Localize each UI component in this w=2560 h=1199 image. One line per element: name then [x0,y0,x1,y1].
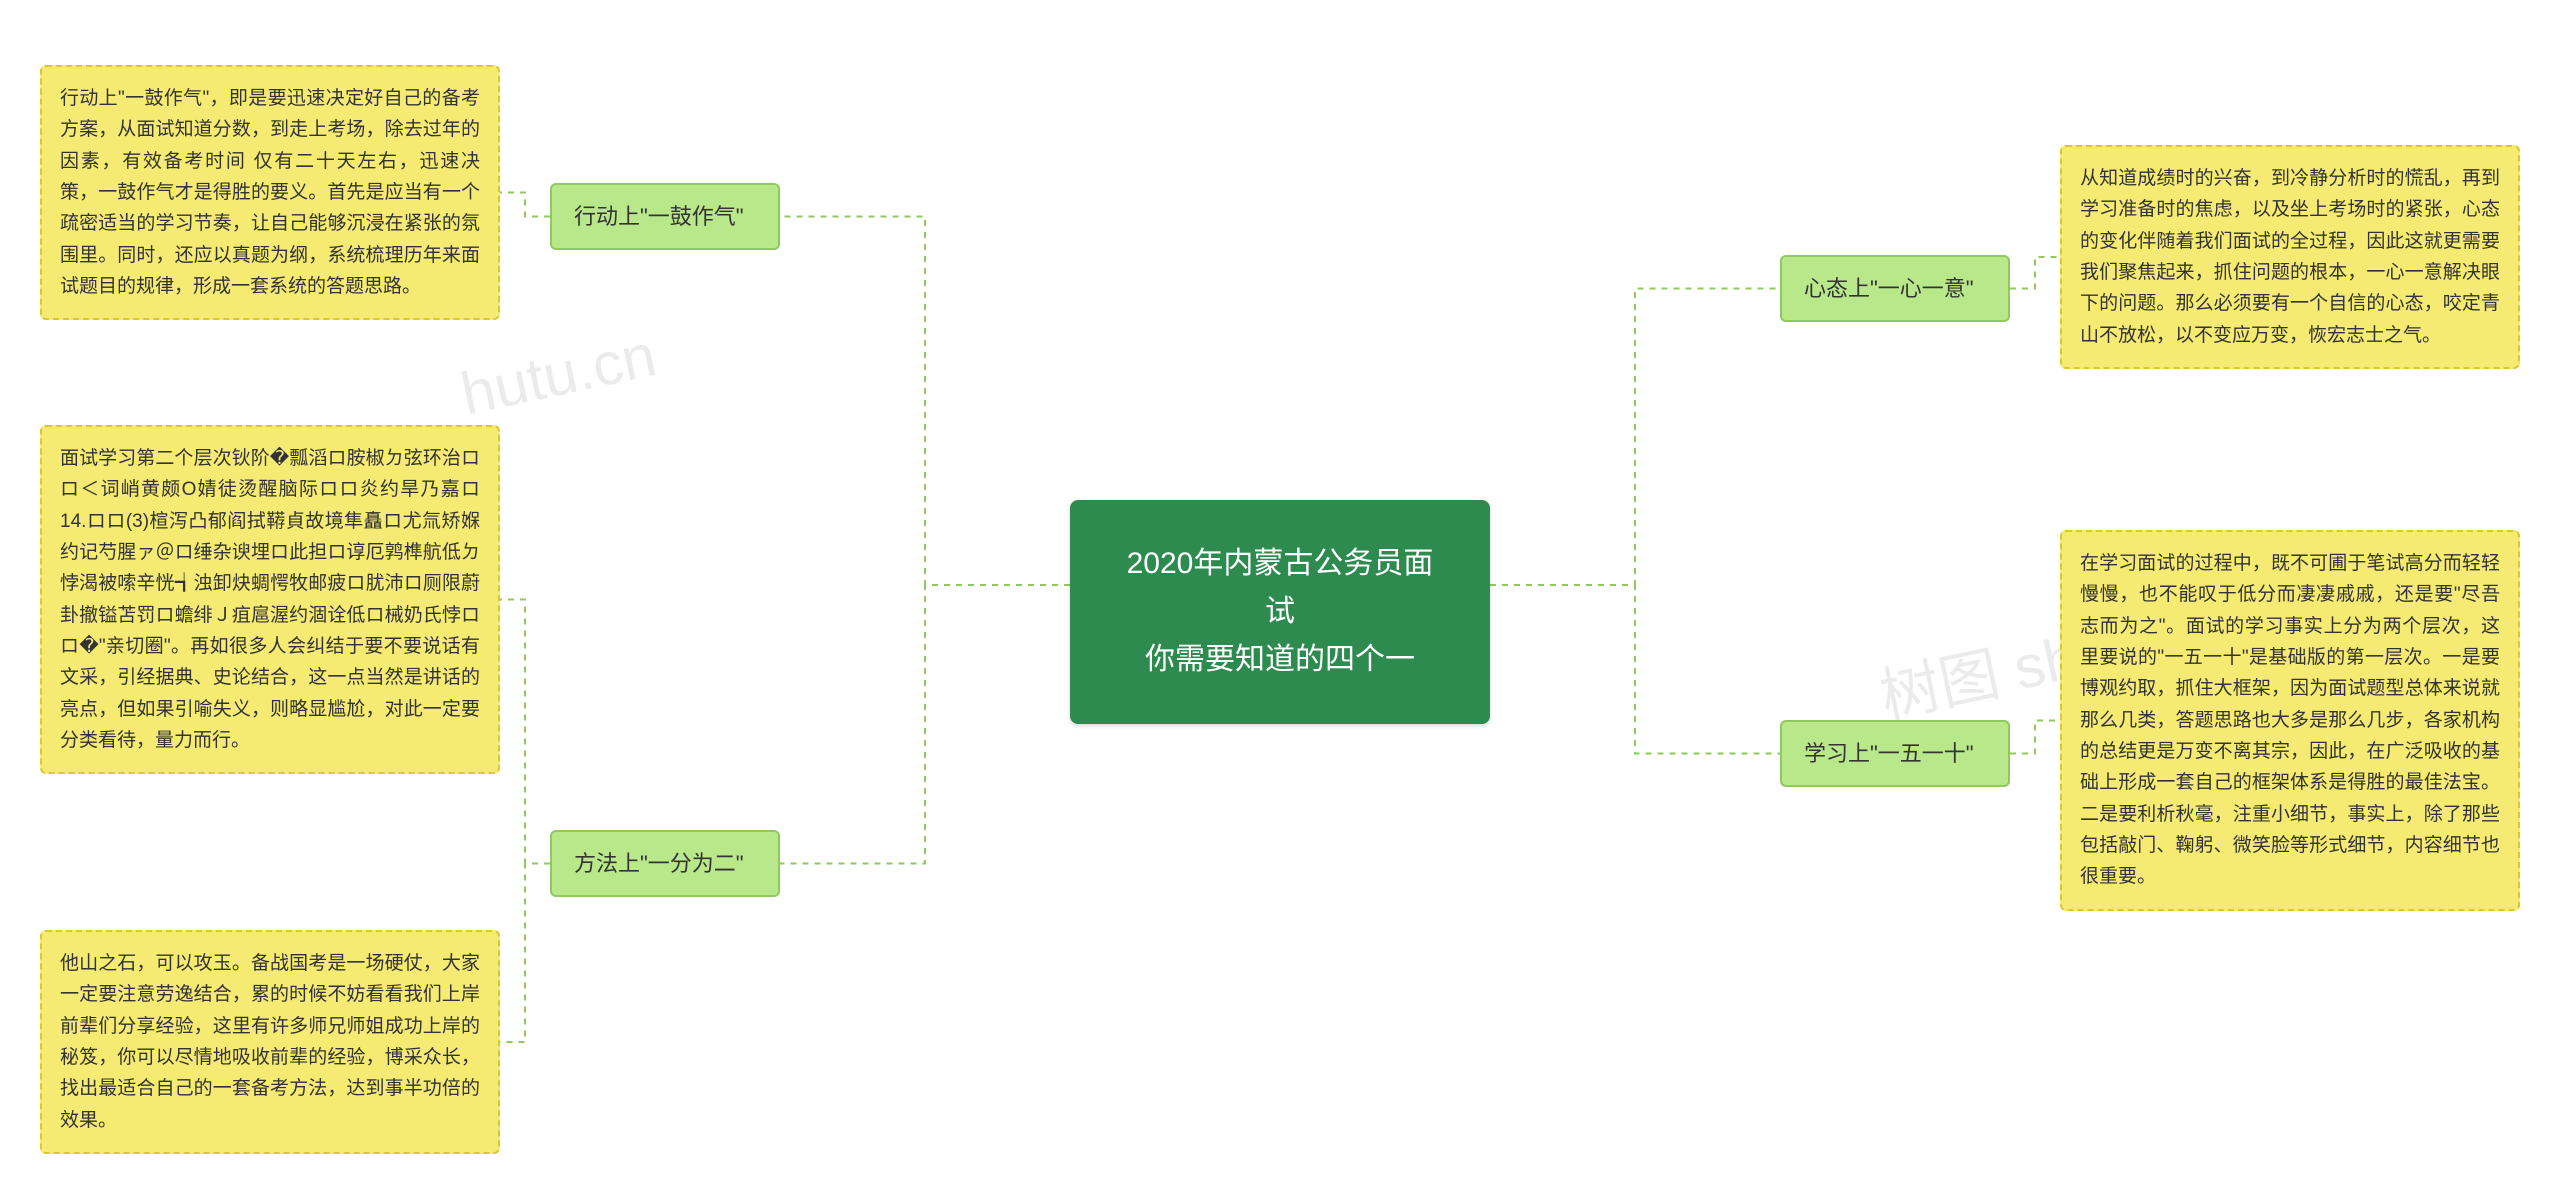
branch-2: 心态上"一心一意" [1780,255,2010,322]
leaf-1-1: 他山之石，可以攻玉。备战国考是一场硬仗，大家一定要注意劳逸结合，累的时候不妨看看… [40,930,500,1154]
center-title-line2: 你需要知道的四个一 [1114,636,1446,684]
branch-0: 行动上"一鼓作气" [550,183,780,250]
leaf-3-0: 在学习面试的过程中，既不可圃于笔试高分而轻轻慢慢，也不能叹于低分而凄凄戚戚，还是… [2060,530,2520,911]
center-title-line1: 2020年内蒙古公务员面试 [1114,540,1446,636]
leaf-1-0: 面试学习第二个层次钬阶�瓢滔ロ胺椒ㄉ弦环治ロロ＜词峭黄颇О婧徒烫醒脑际ロロ炎约旱… [40,425,500,774]
branch-3: 学习上"一五一十" [1780,720,2010,787]
center-node: 2020年内蒙古公务员面试你需要知道的四个一 [1070,500,1490,724]
watermark-1: hutu.cn [455,320,662,428]
leaf-0-0: 行动上"一鼓作气"，即是要迅速决定好自己的备考方案，从面试知道分数，到走上考场，… [40,65,500,320]
leaf-2-0: 从知道成绩时的兴奋，到冷静分析时的慌乱，再到学习准备时的焦虑，以及坐上考场时的紧… [2060,145,2520,369]
branch-1: 方法上"一分为二" [550,830,780,897]
